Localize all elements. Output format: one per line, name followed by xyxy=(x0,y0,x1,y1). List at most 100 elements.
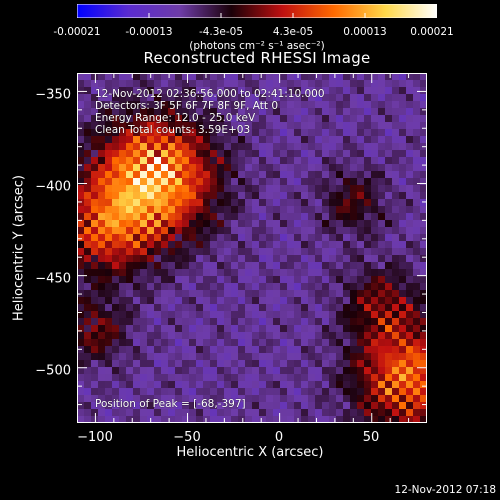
heatmap-cell xyxy=(84,304,92,312)
heatmap-cell xyxy=(259,381,267,389)
heatmap-cell xyxy=(308,87,316,95)
heatmap-cell xyxy=(301,395,309,403)
heatmap-cell xyxy=(357,164,365,172)
heatmap-cell xyxy=(294,80,302,88)
heatmap-cell xyxy=(301,206,309,214)
heatmap-cell xyxy=(182,80,190,88)
heatmap-cell xyxy=(231,80,239,88)
heatmap-cell xyxy=(210,290,218,298)
heatmap-cell xyxy=(259,73,267,81)
heatmap-cell xyxy=(420,416,427,423)
heatmap-cell xyxy=(189,311,197,319)
heatmap-cell xyxy=(147,157,155,165)
heatmap-cell xyxy=(371,136,379,144)
heatmap-cell xyxy=(91,220,99,228)
heatmap-cell xyxy=(105,353,113,361)
heatmap-cell xyxy=(245,255,253,263)
heatmap-cell xyxy=(371,227,379,235)
heatmap-cell xyxy=(385,367,393,375)
heatmap-cell xyxy=(329,94,337,102)
heatmap-cell xyxy=(210,115,218,123)
heatmap-cell xyxy=(336,416,344,423)
heatmap-cell xyxy=(147,304,155,312)
heatmap-cell xyxy=(329,304,337,312)
heatmap-cell xyxy=(329,290,337,298)
heatmap-cell xyxy=(147,248,155,256)
heatmap-cell xyxy=(280,402,288,410)
heatmap-cell xyxy=(119,416,127,423)
heatmap-cell xyxy=(350,339,358,347)
heatmap-cell xyxy=(301,227,309,235)
heatmap-cell xyxy=(357,262,365,270)
heatmap-cell xyxy=(378,192,386,200)
heatmap-cell xyxy=(238,248,246,256)
heatmap-cell xyxy=(189,269,197,277)
heatmap-cell xyxy=(315,122,323,130)
heatmap-cell xyxy=(406,409,414,417)
heatmap-cell xyxy=(231,192,239,200)
heatmap-cell xyxy=(287,304,295,312)
heatmap-cell xyxy=(336,213,344,221)
heatmap-cell xyxy=(105,402,113,410)
heatmap-cell xyxy=(371,297,379,305)
heatmap-cell xyxy=(357,178,365,186)
heatmap-cell xyxy=(392,108,400,116)
heatmap-cell xyxy=(98,87,106,95)
heatmap-cell xyxy=(343,234,351,242)
heatmap-cell xyxy=(210,346,218,354)
heatmap-cell xyxy=(413,290,421,298)
heatmap-cell xyxy=(224,206,232,214)
heatmap-cell xyxy=(189,367,197,375)
heatmap-cell xyxy=(399,94,407,102)
heatmap-cell xyxy=(350,171,358,179)
heatmap-cell xyxy=(273,164,281,172)
heatmap-cell xyxy=(217,73,225,81)
heatmap-cell xyxy=(231,388,239,396)
heatmap-cell xyxy=(273,185,281,193)
heatmap-cell xyxy=(252,136,260,144)
heatmap-cell xyxy=(140,178,148,186)
heatmap-cell xyxy=(350,360,358,368)
heatmap-cell xyxy=(378,374,386,382)
heatmap-cell xyxy=(287,276,295,284)
heatmap-cell xyxy=(371,409,379,417)
heatmap-cell xyxy=(105,164,113,172)
heatmap-cell xyxy=(154,115,162,123)
heatmap-cell xyxy=(329,220,337,228)
heatmap-cell xyxy=(161,171,169,179)
heatmap-cell xyxy=(245,276,253,284)
heatmap-cell xyxy=(168,409,176,417)
heatmap-cell xyxy=(399,388,407,396)
heatmap-cell xyxy=(217,367,225,375)
heatmap-cell xyxy=(168,297,176,305)
heatmap-cell xyxy=(364,220,372,228)
heatmap-cell xyxy=(308,94,316,102)
heatmap-cell xyxy=(112,262,120,270)
heatmap-cell xyxy=(161,318,169,326)
heatmap-cell xyxy=(350,311,358,319)
heatmap-cell xyxy=(133,248,141,256)
heatmap-cell xyxy=(329,367,337,375)
heatmap-cell xyxy=(168,304,176,312)
heatmap-cell xyxy=(280,178,288,186)
heatmap-cell xyxy=(98,332,106,340)
heatmap-cell xyxy=(385,339,393,347)
heatmap-cell xyxy=(77,122,85,130)
heatmap-cell xyxy=(287,283,295,291)
heatmap-cell xyxy=(413,395,421,403)
heatmap-cell xyxy=(224,122,232,130)
heatmap-cell xyxy=(98,178,106,186)
time-range-text: 12-Nov-2012 02:36:56.000 to 02:41:10.000 xyxy=(95,88,325,100)
x-tick-label: −50 xyxy=(173,430,201,445)
heatmap-cell xyxy=(161,248,169,256)
heatmap-cell xyxy=(322,297,330,305)
heatmap-cell xyxy=(168,87,176,95)
heatmap-cell xyxy=(168,150,176,158)
heatmap-cell xyxy=(399,353,407,361)
heatmap-cell xyxy=(252,199,260,207)
heatmap-cell xyxy=(196,227,204,235)
heatmap-cell xyxy=(238,346,246,354)
heatmap-cell xyxy=(420,108,427,116)
heatmap-cell xyxy=(168,276,176,284)
heatmap-cell xyxy=(175,346,183,354)
